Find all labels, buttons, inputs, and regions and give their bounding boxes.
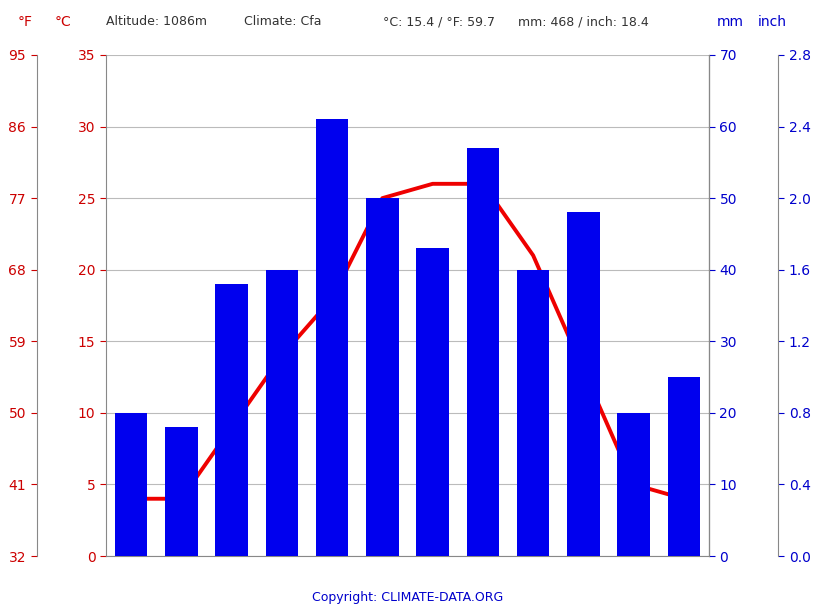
Bar	[115, 413, 148, 556]
Text: Climate: Cfa: Climate: Cfa	[244, 15, 322, 28]
Bar	[165, 427, 198, 556]
Bar	[366, 198, 399, 556]
Bar	[466, 148, 500, 556]
Text: Copyright: CLIMATE-DATA.ORG: Copyright: CLIMATE-DATA.ORG	[312, 591, 503, 604]
Text: mm: mm	[717, 15, 744, 29]
Bar	[617, 413, 650, 556]
Text: °F: °F	[18, 15, 33, 29]
Text: Altitude: 1086m: Altitude: 1086m	[106, 15, 207, 28]
Bar	[315, 119, 349, 556]
Bar	[266, 269, 298, 556]
Text: °C: °C	[55, 15, 72, 29]
Bar	[667, 377, 700, 556]
Bar	[567, 213, 600, 556]
Bar	[215, 284, 248, 556]
Text: mm: 468 / inch: 18.4: mm: 468 / inch: 18.4	[518, 15, 648, 28]
Text: °C: 15.4 / °F: 59.7: °C: 15.4 / °F: 59.7	[383, 15, 495, 28]
Text: inch: inch	[758, 15, 787, 29]
Bar	[517, 269, 549, 556]
Bar	[416, 248, 449, 556]
